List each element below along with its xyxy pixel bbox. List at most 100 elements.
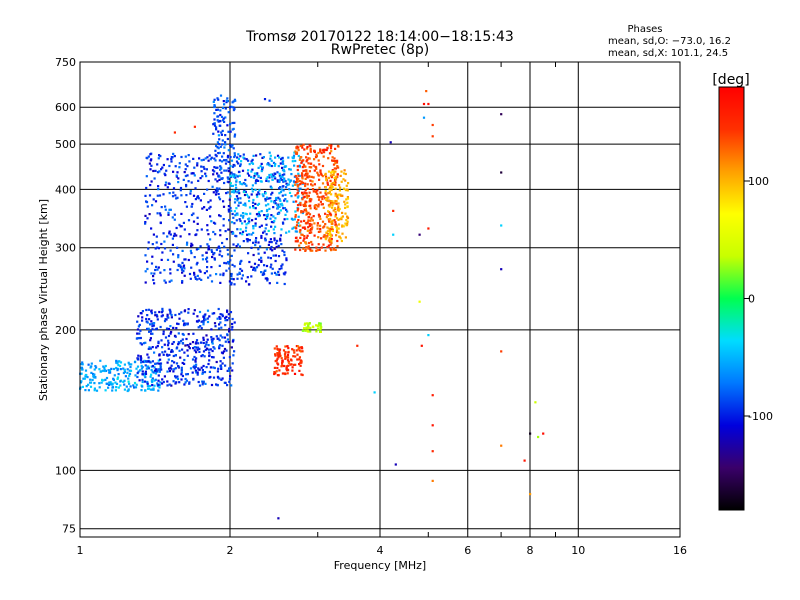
data-point: [257, 248, 260, 251]
data-point: [194, 277, 197, 280]
data-point: [284, 345, 287, 348]
data-point: [220, 160, 224, 163]
data-point: [252, 231, 255, 234]
data-point: [159, 212, 162, 215]
data-point: [294, 159, 297, 163]
data-point: [209, 205, 212, 208]
data-point: [334, 178, 338, 181]
data-point: [116, 362, 119, 365]
data-point: [296, 168, 299, 172]
data-point: [276, 281, 279, 284]
data-point: [236, 199, 239, 202]
data-point: [138, 337, 141, 340]
data-point: [276, 347, 279, 350]
data-point: [208, 351, 211, 354]
data-point: [214, 153, 217, 156]
data-point: [260, 256, 263, 259]
data-point: [216, 166, 219, 169]
data-point: [136, 320, 139, 323]
data-point: [331, 156, 334, 159]
data-point: [166, 384, 169, 387]
data-point: [168, 370, 171, 373]
data-point: [280, 357, 283, 360]
data-point: [199, 270, 202, 273]
data-point: [174, 376, 178, 379]
data-point: [303, 192, 306, 195]
data-point: [305, 236, 308, 239]
data-point: [202, 350, 206, 353]
data-point: [247, 159, 250, 162]
data-point: [84, 373, 87, 377]
data-point: [139, 369, 142, 372]
data-point: [214, 189, 217, 192]
data-point: [341, 232, 344, 235]
data-point: [208, 315, 211, 318]
data-point: [224, 230, 227, 233]
data-point: [147, 241, 150, 244]
data-point: [346, 205, 349, 209]
data-point: [316, 192, 319, 195]
data-point: [177, 256, 180, 259]
data-points: [79, 90, 545, 520]
data-point: [255, 193, 258, 196]
data-point: [339, 186, 342, 189]
data-point: [241, 169, 245, 172]
data-point: [257, 241, 260, 244]
data-point: [222, 152, 225, 155]
data-point: [325, 178, 328, 182]
data-point: [174, 382, 177, 385]
data-point: [261, 273, 264, 276]
data-point: [227, 167, 230, 170]
data-point: [322, 206, 325, 209]
data-point: [80, 366, 84, 370]
data-point: [305, 194, 308, 197]
data-point: [212, 132, 215, 135]
data-point: [309, 207, 312, 210]
data-point: [295, 224, 299, 227]
data-point: [259, 245, 262, 248]
data-point: [171, 360, 174, 363]
data-point: [270, 186, 273, 189]
data-point: [309, 149, 312, 152]
data-point: [248, 174, 251, 177]
data-point: [103, 366, 106, 369]
data-point: [183, 351, 186, 354]
data-point: [208, 359, 211, 362]
data-point: [271, 249, 274, 252]
data-point: [529, 432, 532, 435]
data-point: [99, 359, 102, 362]
data-point: [210, 220, 213, 223]
data-point: [103, 369, 106, 372]
data-point: [158, 170, 161, 173]
data-point: [329, 212, 332, 215]
data-point: [316, 204, 319, 207]
data-point: [223, 103, 226, 106]
data-point: [299, 202, 302, 205]
data-point: [220, 115, 224, 118]
data-point: [244, 178, 247, 182]
data-point: [189, 190, 192, 193]
data-point: [345, 219, 348, 222]
data-point: [233, 201, 237, 204]
data-point: [252, 198, 255, 202]
data-point: [151, 364, 155, 368]
data-point: [301, 373, 304, 377]
data-point: [219, 317, 222, 320]
data-point: [301, 211, 304, 215]
data-point: [318, 215, 321, 218]
data-point: [303, 237, 306, 240]
data-point: [193, 367, 196, 370]
data-point: [340, 170, 343, 173]
data-point: [194, 369, 197, 372]
data-point: [200, 278, 203, 281]
data-point: [293, 351, 296, 354]
data-point: [215, 144, 218, 148]
data-point: [229, 106, 232, 109]
data-point: [196, 164, 199, 167]
data-point: [84, 375, 87, 378]
data-point: [257, 264, 260, 267]
data-point: [221, 139, 224, 142]
data-point: [242, 182, 245, 185]
data-point: [298, 346, 301, 349]
data-point: [329, 217, 332, 221]
